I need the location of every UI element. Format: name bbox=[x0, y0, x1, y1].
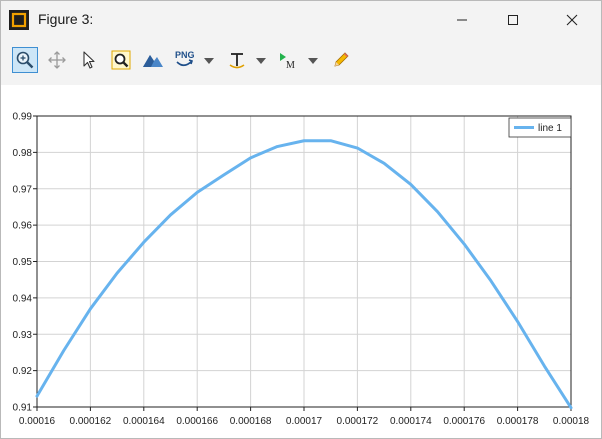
y-tick-label: 0.99 bbox=[13, 112, 33, 123]
window-title: Figure 3: bbox=[38, 11, 94, 27]
x-tick-label: 0.000166 bbox=[176, 416, 218, 427]
x-tick-label: 0.000172 bbox=[337, 416, 379, 427]
surface-icon bbox=[142, 50, 164, 70]
x-tick-label: 0.000178 bbox=[497, 416, 539, 427]
zoom-in-button[interactable] bbox=[12, 47, 38, 73]
pointer-icon bbox=[79, 50, 99, 70]
marker-tool-dropdown[interactable] bbox=[306, 47, 320, 73]
x-tick-label: 0.00017 bbox=[286, 416, 323, 427]
pointer-button[interactable] bbox=[76, 47, 102, 73]
marker-label: M bbox=[286, 60, 295, 70]
pencil-icon bbox=[331, 50, 351, 70]
plot-area[interactable]: 0.00016 0.000162 0.000164 0.000166 0.000168 0… bbox=[1, 85, 601, 438]
axes-frame bbox=[36, 115, 572, 408]
y-tick-label: 0.93 bbox=[13, 330, 33, 341]
y-tick-label: 0.95 bbox=[13, 257, 33, 268]
png-export-icon: PNG bbox=[174, 49, 196, 71]
zoom-fit-icon bbox=[111, 50, 131, 70]
y-tick-label: 0.96 bbox=[13, 221, 33, 232]
title-bar[interactable]: Figure 3: bbox=[1, 1, 601, 39]
minimize-button[interactable] bbox=[439, 1, 485, 39]
text-tool-icon bbox=[227, 50, 247, 70]
close-button[interactable] bbox=[549, 1, 595, 39]
x-tick-label: 0.000164 bbox=[123, 416, 165, 427]
marker-tool-icon: M bbox=[278, 50, 300, 70]
x-tick-label: 0.000176 bbox=[443, 416, 485, 427]
text-tool-button[interactable] bbox=[224, 47, 250, 73]
pencil-button[interactable] bbox=[328, 47, 354, 73]
y-tick-label: 0.92 bbox=[13, 366, 33, 377]
surface-button[interactable] bbox=[140, 47, 166, 73]
legend-box[interactable] bbox=[508, 117, 572, 138]
maximize-button[interactable] bbox=[490, 1, 536, 39]
series-line-1[interactable] bbox=[35, 139, 573, 410]
x-tick-label: 0.00018 bbox=[553, 416, 590, 427]
x-tick-label: 0.000174 bbox=[390, 416, 432, 427]
line-chart[interactable]: 0.00016 0.000162 0.000164 0.000166 0.000168 0… bbox=[1, 85, 601, 438]
y-tick-label: 0.98 bbox=[13, 148, 33, 159]
zoom-fit-button[interactable] bbox=[108, 47, 134, 73]
x-tick-label: 0.000162 bbox=[70, 416, 112, 427]
chevron-down-icon bbox=[204, 51, 214, 69]
text-tool-dropdown[interactable] bbox=[254, 47, 268, 73]
pan-icon bbox=[47, 50, 67, 70]
close-icon bbox=[566, 14, 578, 26]
toolbar: PNG M bbox=[1, 39, 601, 85]
y-tick-label: 0.91 bbox=[13, 403, 33, 414]
legend-label: line 1 bbox=[538, 123, 562, 134]
minimize-icon bbox=[456, 14, 468, 26]
x-tick-label: 0.00016 bbox=[19, 416, 56, 427]
y-tick-label: 0.97 bbox=[13, 184, 33, 195]
png-export-dropdown[interactable] bbox=[202, 47, 216, 73]
y-tick-label: 0.94 bbox=[13, 293, 33, 304]
maximize-icon bbox=[507, 14, 519, 26]
figure-app-icon bbox=[9, 10, 29, 30]
marker-tool-button[interactable]: M bbox=[276, 47, 302, 73]
zoom-in-icon bbox=[15, 50, 35, 70]
png-export-button[interactable]: PNG bbox=[172, 47, 198, 73]
png-label: PNG bbox=[175, 50, 195, 60]
chevron-down-icon bbox=[256, 51, 266, 69]
pan-button[interactable] bbox=[44, 47, 70, 73]
x-tick-label: 0.000168 bbox=[230, 416, 272, 427]
chevron-down-icon bbox=[308, 51, 318, 69]
